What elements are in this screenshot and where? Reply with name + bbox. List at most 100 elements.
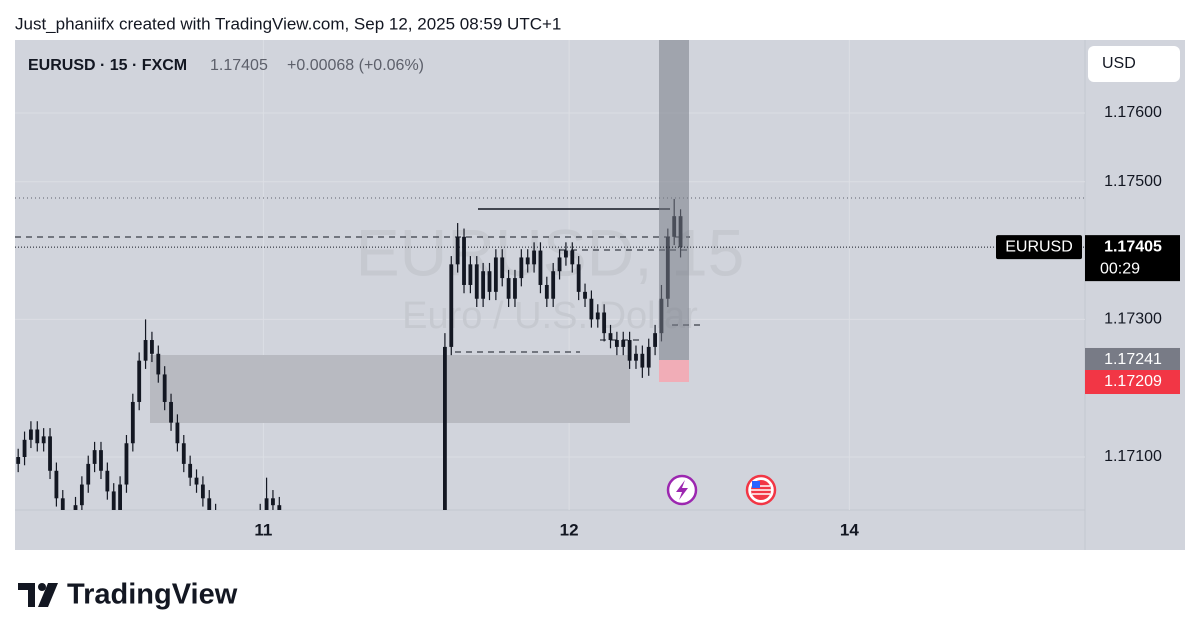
candle-body <box>22 439 27 458</box>
footer-brand: TradingView <box>67 579 238 611</box>
last-price-label: 1.17405 <box>1104 238 1162 255</box>
candle-body <box>29 429 33 440</box>
candle-body <box>181 443 186 464</box>
candle-body <box>608 333 613 341</box>
candle-body <box>271 498 275 506</box>
price-label: 1.17241 <box>1104 351 1162 368</box>
candle-body <box>373 560 377 567</box>
event-icon[interactable] <box>666 474 698 506</box>
candle-body <box>41 436 46 444</box>
symbol: EURUSD · 15 · FXCM <box>28 57 187 74</box>
watermark-subtitle: Euro / U.S. Dollar <box>402 295 698 337</box>
candle-body <box>392 560 396 567</box>
candle-body <box>207 498 212 510</box>
price-label-box <box>1085 347 1180 372</box>
candle-body <box>188 463 193 478</box>
candle-body <box>156 353 161 375</box>
y-tick-label: 1.17100 <box>1104 448 1162 465</box>
zone <box>150 355 630 423</box>
candle-body <box>48 436 52 471</box>
candle-body <box>513 278 517 299</box>
footer-logo <box>18 583 58 607</box>
last-price-header: 1.17405 <box>210 57 268 74</box>
candle-body <box>200 484 205 499</box>
candle-body <box>175 422 180 444</box>
symbol-label-box <box>996 235 1082 260</box>
chart-background <box>15 40 1185 550</box>
candle-body <box>595 312 600 320</box>
candle-body <box>309 560 313 567</box>
candle-body <box>86 463 91 485</box>
candle-body <box>354 567 358 574</box>
candle-body <box>316 560 320 567</box>
x-tick-label: 11 <box>254 520 272 539</box>
candle-body <box>557 257 562 272</box>
candle-body <box>621 340 626 347</box>
candle-body <box>111 491 116 510</box>
candle-body <box>347 574 351 581</box>
x-tick-label: 12 <box>560 520 579 539</box>
candle-body <box>646 346 651 368</box>
candle-body <box>322 553 326 560</box>
candle-body <box>162 374 167 402</box>
currency: USD <box>1102 55 1136 72</box>
candle-body <box>468 264 473 285</box>
candle-body <box>54 470 59 499</box>
candle-body <box>462 236 466 285</box>
candle-body <box>500 257 505 279</box>
candle-body <box>386 553 390 560</box>
candle-body <box>35 429 40 444</box>
candle-body <box>614 340 619 347</box>
candle-body <box>92 450 97 464</box>
candle-body <box>150 340 154 354</box>
price-label: 1.17209 <box>1104 373 1162 390</box>
plot: EURUSD, 15 Euro / U.S. Dollar <box>15 40 1085 581</box>
header: Just_phaniifx created with TradingView.c… <box>15 14 561 33</box>
candle-body <box>277 505 282 510</box>
candle-body <box>519 257 524 279</box>
candle-body <box>341 574 345 581</box>
candle-body <box>532 250 536 265</box>
candle-body <box>627 340 632 361</box>
candle-body <box>335 567 339 574</box>
candle-body <box>367 560 371 567</box>
candle-body <box>570 250 575 265</box>
candle-body <box>194 477 199 485</box>
x-tick-label: 14 <box>840 520 859 539</box>
candle-body <box>328 553 332 567</box>
candle-body <box>73 505 78 510</box>
event-icon[interactable] <box>745 474 777 506</box>
countdown: 00:29 <box>1100 260 1140 277</box>
symbol-label: EURUSD <box>1005 238 1073 255</box>
candle-body <box>105 470 110 492</box>
candle-body <box>60 498 65 510</box>
candle-body <box>360 560 364 567</box>
candle-body <box>455 236 460 265</box>
candle-body <box>538 250 543 285</box>
candle-body <box>303 553 307 560</box>
y-tick-label: 1.17300 <box>1104 311 1162 328</box>
candle-body <box>79 484 84 506</box>
candle-body <box>564 250 568 258</box>
candle-body <box>118 484 122 510</box>
candle-body <box>398 560 402 567</box>
candle-body <box>379 553 383 560</box>
candle-body <box>130 401 135 444</box>
candles <box>16 198 683 581</box>
candle-body <box>481 271 486 299</box>
candle-body <box>576 264 581 292</box>
candle-body <box>405 553 409 560</box>
price-label-box <box>1085 370 1180 395</box>
candle-body <box>443 346 447 510</box>
currency-button[interactable] <box>1088 46 1180 82</box>
change: +0.00068 (+0.06%) <box>287 57 424 74</box>
candle-body <box>653 333 657 347</box>
position-stop <box>659 360 689 382</box>
y-tick-label: 1.17500 <box>1104 173 1162 190</box>
candle-body <box>640 353 645 368</box>
candle-body <box>16 457 21 464</box>
candle-body <box>634 353 638 361</box>
candle-body <box>99 450 103 471</box>
y-tick-label: 1.17600 <box>1104 104 1162 121</box>
